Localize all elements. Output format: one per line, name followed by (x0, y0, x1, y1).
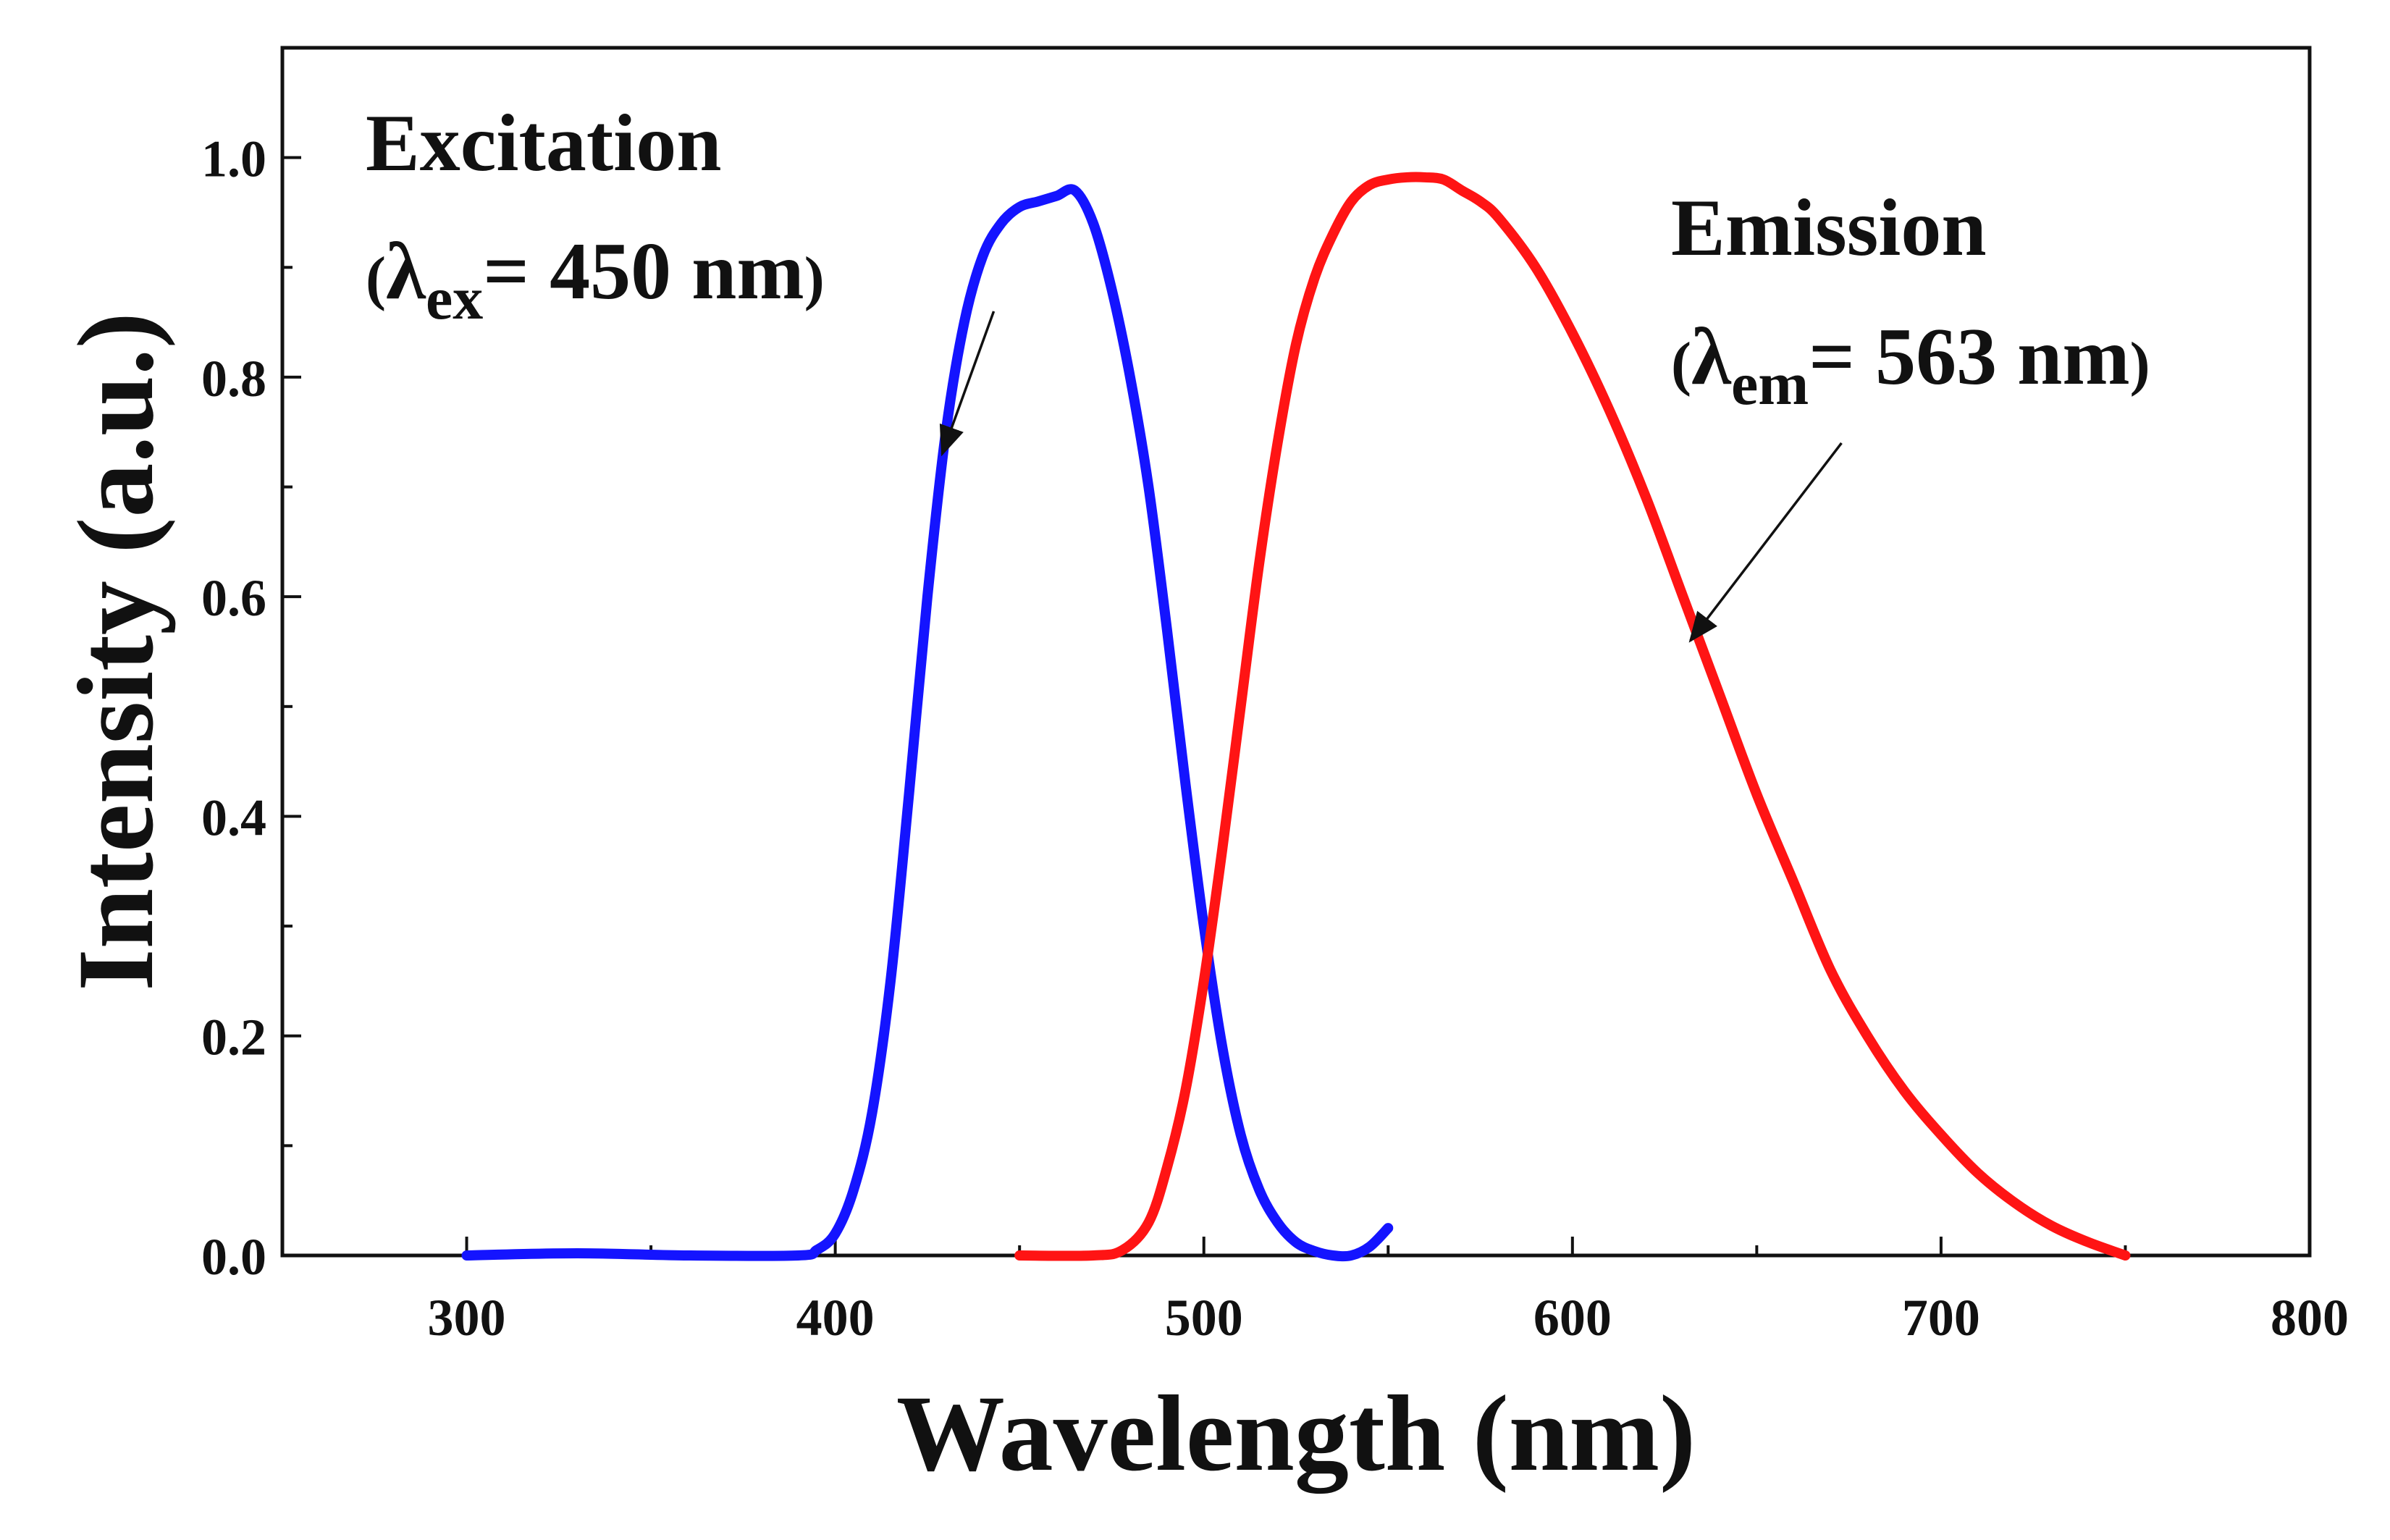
excitation-arrow (939, 311, 996, 457)
y-tick-label: 0.6 (201, 569, 266, 627)
y-tick-label: 0.2 (201, 1009, 266, 1066)
x-tick-label: 600 (1533, 1289, 1612, 1347)
y-tick-label: 0.8 (201, 350, 266, 408)
x-axis-title: Wavelength (nm) (896, 1373, 1696, 1494)
x-axis-ticks: 300 400 500 600 700 800 (428, 1237, 2349, 1347)
excitation-close-paren: ) (804, 245, 825, 312)
x-tick-label: 800 (2271, 1289, 2349, 1347)
x-tick-label: 500 (1165, 1289, 1243, 1347)
x-tick-label: 300 (428, 1289, 506, 1347)
x-tick-label: 700 (1902, 1289, 1980, 1347)
excitation-lambda: λ (386, 227, 426, 316)
emission-value: = 563 nm (1809, 312, 2129, 402)
plot-frame (280, 46, 2312, 1258)
excitation-value: = 450 nm (483, 227, 804, 316)
emission-subscript: em (1731, 350, 1809, 418)
x-tick-label: 400 (796, 1289, 875, 1347)
y-axis-ticks: 0.0 0.2 0.4 0.6 0.8 1.0 (201, 130, 301, 1286)
emission-lambda: λ (1691, 312, 1732, 402)
emission-close-paren: ) (2130, 330, 2150, 397)
emission-label: Emission (1671, 183, 1987, 273)
series-layer (461, 172, 2131, 1262)
y-tick-label: 0.4 (201, 788, 266, 846)
excitation-label: Excitation (366, 98, 722, 188)
excitation-subscript: ex (426, 265, 483, 332)
excitation-series-line (461, 184, 1394, 1262)
y-axis-title: Intensity (a.u.) (56, 312, 176, 991)
emission-wavelength: (λem= 563 nm) (1671, 312, 2150, 418)
excitation-open-paren: ( (366, 245, 386, 312)
emission-series-line (1014, 172, 2131, 1261)
emission-arrow (1688, 442, 1843, 643)
emission-open-paren: ( (1671, 330, 1691, 397)
excitation-wavelength: (λex= 450 nm) (366, 227, 825, 332)
annotation-layer (939, 311, 1843, 643)
y-tick-label: 0.0 (201, 1228, 266, 1286)
y-tick-label: 1.0 (201, 130, 266, 188)
